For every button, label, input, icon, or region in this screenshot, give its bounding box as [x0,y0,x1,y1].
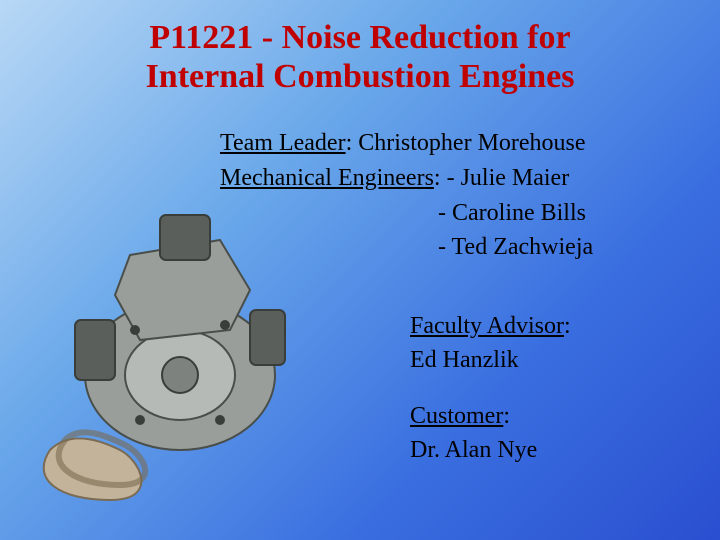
title-line-2: Internal Combustion Engines [0,57,720,96]
faculty-advisor-block: Faculty Advisor: Ed Hanzlik [410,310,571,377]
team-leader-row: Team Leader: Christopher Morehouse [220,126,593,161]
faculty-advisor-label-row: Faculty Advisor: [410,310,571,344]
customer-label-row: Customer: [410,400,537,434]
team-leader-label: Team Leader [220,130,346,156]
team-leader-name: : Christopher Morehouse [346,130,586,156]
mech-eng-member-0: : - Julie Maier [434,165,569,191]
customer-name: Dr. Alan Nye [410,434,537,468]
mech-eng-label: Mechanical Engineers [220,165,434,191]
title-line-1: P11221 - Noise Reduction for [0,18,720,57]
customer-block: Customer: Dr. Alan Nye [410,400,537,467]
mech-eng-member-2: - Ted Zachwieja [438,234,593,260]
engine-image [20,200,320,510]
faculty-advisor-name: Ed Hanzlik [410,344,571,378]
engine-icon [20,200,320,510]
customer-label: Customer [410,403,503,429]
faculty-advisor-label: Faculty Advisor [410,313,564,339]
mech-eng-member-1: - Caroline Bills [438,200,586,226]
mech-eng-row-0: Mechanical Engineers: - Julie Maier [220,161,593,196]
slide-title: P11221 - Noise Reduction for Internal Co… [0,0,720,96]
